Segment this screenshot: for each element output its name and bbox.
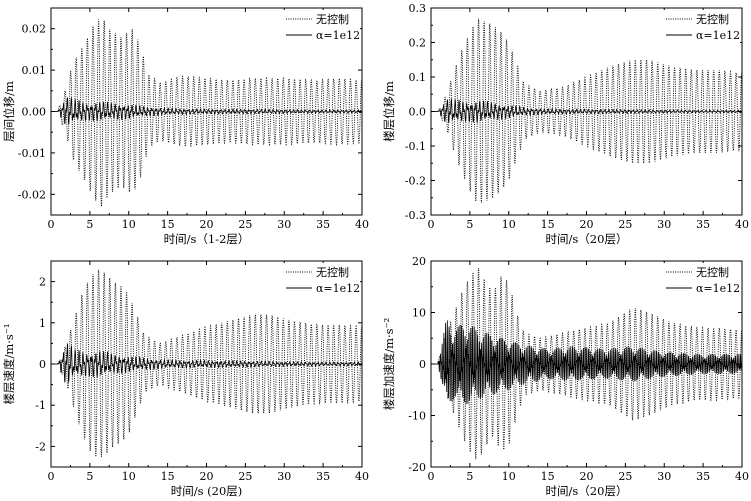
- x-tick-label: 30: [657, 218, 671, 231]
- series-uncontrolled: [431, 18, 742, 204]
- x-tick-label: 10: [502, 470, 516, 483]
- x-tick-label: 35: [316, 470, 330, 483]
- y-tick-label: 20: [412, 255, 426, 268]
- y-tick-label: -10: [408, 410, 426, 423]
- y-tick-label: -0.1: [405, 140, 426, 153]
- x-tick-label: 25: [618, 470, 632, 483]
- panel-interstory-displacement: 0 5 10 15 20 25 30 35 40 -0.02 -0.01 0.00 0.01 0.02 时…: [2, 7, 369, 246]
- x-tick-label: 25: [238, 470, 252, 483]
- x-tick-label: 15: [161, 218, 175, 231]
- x-tick-label: 25: [618, 218, 632, 231]
- panel-floor-velocity: 0 5 10 15 20 25 30 35 40 -2 -1 0 1 2 时间/s (20层) 楼层速度/…: [2, 260, 369, 498]
- legend-label-controlled: α=1e12: [696, 282, 740, 295]
- legend-label-uncontrolled: 无控制: [696, 12, 729, 26]
- series-controlled: [431, 97, 742, 124]
- y-tick-label: 0.02: [22, 23, 47, 36]
- x-tick-label: 30: [277, 218, 291, 231]
- y-tick-label: 1: [39, 317, 46, 330]
- y-tick-label: 10: [412, 307, 426, 320]
- x-tick-label: 35: [316, 218, 330, 231]
- x-tick-label: 20: [200, 470, 214, 483]
- y-tick-label: 0.1: [409, 71, 427, 84]
- x-tick-label: 30: [657, 470, 671, 483]
- series-uncontrolled: [51, 269, 362, 457]
- legend-label-controlled: α=1e12: [696, 29, 740, 42]
- y-tick-label: -0.3: [405, 209, 426, 222]
- legend-box: [662, 263, 740, 297]
- y-tick-label: 0.0: [409, 106, 427, 119]
- y-tick-label: 0.00: [22, 106, 47, 119]
- x-tick-label: 0: [428, 470, 435, 483]
- x-tick-label: 5: [86, 218, 93, 231]
- x-tick-label: 40: [355, 470, 369, 483]
- legend: 无控制 α=1e12: [282, 263, 360, 297]
- x-axis-label: 时间/s（1-2层）: [164, 232, 250, 246]
- x-tick-label: 0: [428, 218, 435, 231]
- x-tick-label: 5: [86, 470, 93, 483]
- y-tick-label: -0.2: [405, 175, 426, 188]
- legend-label-uncontrolled: 无控制: [316, 265, 349, 279]
- x-tick-label: 20: [200, 218, 214, 231]
- y-tick-label: -20: [408, 461, 426, 474]
- y-tick-label: 0.01: [22, 64, 47, 77]
- x-tick-label: 5: [466, 218, 473, 231]
- x-tick-label: 0: [48, 218, 55, 231]
- panel-floor-acceleration: 0 5 10 15 20 25 30 35 40 -20 -10 0 10 20 时间/s（20层） 楼层…: [382, 255, 749, 498]
- y-tick-label: 0.2: [409, 37, 427, 50]
- y-axis-label: 楼层速度/m·s⁻¹: [2, 323, 16, 404]
- y-tick-label: 0.3: [409, 2, 427, 15]
- legend-box: [662, 10, 740, 44]
- y-tick-label: -0.01: [18, 147, 46, 160]
- y-axis-label: 楼层位移/m: [382, 81, 396, 142]
- y-tick-label: -2: [35, 440, 46, 453]
- x-tick-label: 10: [122, 218, 136, 231]
- y-tick-label: 0: [419, 358, 426, 371]
- legend: 无控制 α=1e12: [662, 263, 740, 297]
- x-tick-label: 40: [355, 218, 369, 231]
- series-controlled: [51, 343, 362, 383]
- x-tick-label: 40: [735, 470, 749, 483]
- legend-label-controlled: α=1e12: [316, 29, 360, 42]
- legend-box: [282, 10, 360, 44]
- x-axis-label: 时间/s（20层）: [546, 232, 628, 246]
- y-axis-label: 层间位移/m: [2, 81, 16, 142]
- y-tick-label: -1: [35, 399, 46, 412]
- series-controlled: [51, 96, 362, 126]
- x-tick-label: 0: [48, 470, 55, 483]
- y-tick-label: -0.02: [18, 188, 46, 201]
- x-tick-label: 35: [696, 470, 710, 483]
- legend-label-uncontrolled: 无控制: [696, 265, 729, 279]
- x-tick-label: 35: [696, 218, 710, 231]
- y-tick-label: 0: [39, 358, 46, 371]
- x-tick-label: 20: [580, 218, 594, 231]
- x-axis-label: 时间/s（20层）: [546, 484, 628, 498]
- x-tick-label: 10: [502, 218, 516, 231]
- series-controlled: [431, 320, 742, 405]
- x-tick-label: 15: [161, 470, 175, 483]
- panel-floor-displacement: 0 5 10 15 20 25 30 35 40 -0.3 -0.2 -0.1 0.0 0.1 0.2 0.3…: [382, 2, 749, 246]
- legend-label-controlled: α=1e12: [316, 282, 360, 295]
- legend: 无控制 α=1e12: [662, 10, 740, 44]
- x-tick-label: 20: [580, 470, 594, 483]
- y-axis-label: 楼层加速度/m·s⁻²: [382, 318, 396, 411]
- legend: 无控制 α=1e12: [282, 10, 360, 44]
- x-tick-label: 10: [122, 470, 136, 483]
- y-tick-label: 2: [39, 276, 46, 289]
- x-tick-label: 30: [277, 470, 291, 483]
- x-axis-label: 时间/s (20层): [171, 484, 243, 498]
- x-tick-label: 15: [541, 470, 555, 483]
- x-tick-label: 15: [541, 218, 555, 231]
- x-tick-label: 5: [466, 470, 473, 483]
- x-tick-label: 25: [238, 218, 252, 231]
- legend-label-uncontrolled: 无控制: [316, 12, 349, 26]
- legend-box: [282, 263, 360, 297]
- x-tick-label: 40: [735, 218, 749, 231]
